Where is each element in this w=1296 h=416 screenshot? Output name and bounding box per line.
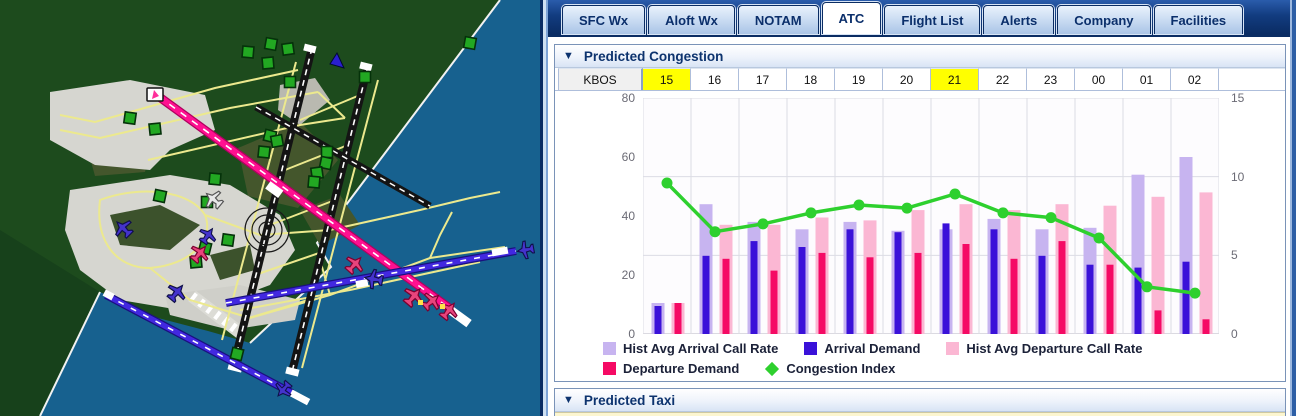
hour-cell-15[interactable]: 15 [643, 68, 691, 90]
airport-surface-map[interactable] [0, 0, 540, 416]
legend-label: Hist Avg Departure Call Rate [966, 341, 1143, 356]
hour-row-filler [1219, 68, 1285, 90]
radar-target-icon[interactable] [146, 87, 164, 102]
legend-label: Arrival Demand [824, 341, 921, 356]
congestion-chart: 0 20 40 60 80 0 5 10 15 [555, 91, 1285, 341]
right-axis: 0 5 10 15 [1219, 91, 1285, 341]
legend-item-arrival-demand: Arrival Demand [804, 341, 920, 356]
selection-dot [418, 300, 423, 305]
tab-bar: SFC Wx Aloft Wx NOTAM ATC Flight List Alerts C… [548, 0, 1290, 37]
tab-aloft-wx[interactable]: Aloft Wx [648, 5, 735, 34]
legend-item-congestion-index: Congestion Index [765, 361, 895, 376]
terminal-courtyard [110, 205, 200, 250]
map-canvas[interactable] [0, 0, 540, 416]
aircraft-layer[interactable] [109, 51, 536, 403]
predicted-congestion-header[interactable]: ▼ Predicted Congestion [555, 45, 1285, 68]
left-axis-tick-40: 40 [621, 209, 635, 223]
right-axis-tick-15: 15 [1231, 91, 1245, 105]
section-title: Predicted Congestion [583, 48, 724, 64]
left-axis-tick-0: 0 [628, 327, 635, 341]
atc-panel: SFC Wx Aloft Wx NOTAM ATC Flight List Alerts C… [548, 0, 1290, 416]
map-water [40, 0, 540, 416]
hour-cell-20[interactable]: 20 [883, 68, 931, 90]
right-axis-tick-10: 10 [1231, 169, 1245, 184]
legend-row: Departure Demand Congestion Index [603, 360, 1285, 377]
chart-legend: Hist Avg Arrival Call Rate Arrival Demand… [555, 334, 1285, 377]
hour-cell-22[interactable]: 22 [979, 68, 1027, 90]
legend-swatch-icon [804, 342, 818, 355]
left-axis: 0 20 40 60 80 [555, 91, 643, 341]
predicted-taxi-header[interactable]: ▼ Predicted Taxi [555, 389, 1285, 412]
legend-diamond-icon [765, 361, 780, 376]
map-land-shaded [0, 230, 100, 416]
tab-flight-list[interactable]: Flight List [884, 5, 981, 34]
legend-label: Congestion Index [786, 361, 896, 376]
tab-alerts[interactable]: Alerts [983, 5, 1055, 34]
range-rings-icon [244, 207, 290, 253]
hour-cell-21[interactable]: 21 [931, 68, 979, 90]
hour-cell-16[interactable]: 16 [691, 68, 739, 90]
legend-item-departure-demand: Departure Demand [603, 361, 739, 376]
legend-label: Departure Demand [623, 361, 740, 376]
hour-cell-19[interactable]: 19 [835, 68, 883, 90]
hour-cell-01[interactable]: 01 [1123, 68, 1171, 90]
hour-header-row: KBOS 15 16 17 18 19 20 21 22 23 00 01 02 [555, 68, 1285, 91]
left-axis-tick-80: 80 [621, 91, 635, 105]
hour-cell-23[interactable]: 23 [1027, 68, 1075, 90]
section-title: Predicted Taxi [583, 392, 676, 408]
legend-item-hist-avg-arrival-call-rate: Hist Avg Arrival Call Rate [603, 341, 778, 356]
left-axis-tick-60: 60 [621, 150, 635, 164]
terminal-complex [65, 175, 295, 310]
hour-cell-17[interactable]: 17 [739, 68, 787, 90]
legend-swatch-icon [603, 342, 616, 355]
chart-plot [643, 98, 1219, 334]
aircraft-icon [329, 51, 345, 69]
tab-atc[interactable]: ATC [821, 2, 882, 34]
collapse-triangle-icon: ▼ [563, 393, 574, 406]
chart-canvas [643, 98, 1219, 334]
window-divider [540, 0, 548, 416]
pad-apron [278, 78, 330, 125]
right-axis-tick-5: 5 [1231, 248, 1238, 263]
legend-label: Hist Avg Arrival Call Rate [623, 341, 779, 356]
legend-row: Hist Avg Arrival Call Rate Arrival Demand… [603, 340, 1285, 357]
predicted-taxi-section: ▼ Predicted Taxi [554, 388, 1286, 416]
legend-swatch-icon [946, 342, 960, 355]
collapse-triangle-icon: ▼ [563, 49, 574, 62]
taxi-row-preview [555, 412, 1285, 416]
tab-company[interactable]: Company [1057, 5, 1151, 34]
hour-cell-18[interactable]: 18 [787, 68, 835, 90]
shoreline [39, 291, 101, 416]
station-cell: KBOS [558, 68, 643, 90]
selection-dot [440, 304, 445, 309]
hour-cell-02[interactable]: 02 [1171, 68, 1219, 90]
tab-notam[interactable]: NOTAM [737, 5, 819, 34]
legend-item-hist-avg-departure-call-rate: Hist Avg Departure Call Rate [946, 341, 1142, 356]
tab-facilities[interactable]: Facilities [1153, 5, 1244, 34]
window-edge [1290, 0, 1296, 416]
hour-cell-00[interactable]: 00 [1075, 68, 1123, 90]
left-axis-tick-20: 20 [621, 268, 635, 282]
legend-swatch-icon [603, 362, 616, 375]
terminal-courtyard [210, 245, 255, 280]
predicted-congestion-section: ▼ Predicted Congestion KBOS 15 16 17 18 19 20… [554, 44, 1286, 382]
tab-sfc-wx[interactable]: SFC Wx [562, 5, 646, 34]
right-axis-tick-0: 0 [1231, 327, 1238, 341]
runway-blue-1432 [102, 289, 311, 406]
